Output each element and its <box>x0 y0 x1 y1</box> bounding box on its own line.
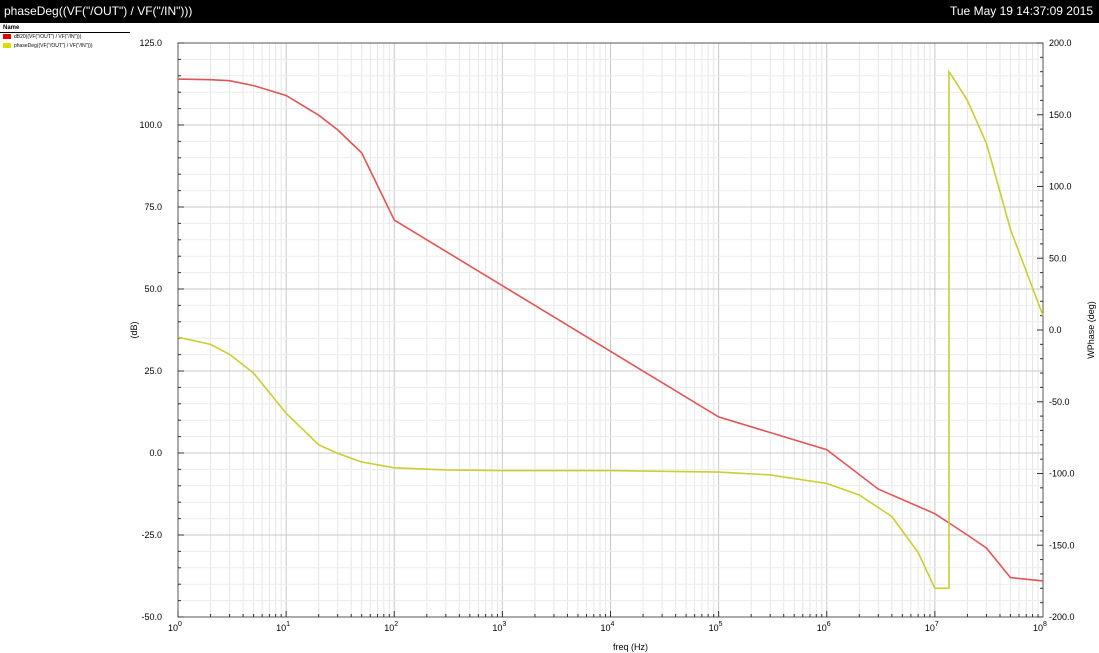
series-line-phase <box>177 69 1044 590</box>
y2-tick-label: 50.0 <box>1049 253 1067 263</box>
y-tick-label: 125.0 <box>139 38 162 48</box>
axis-ticks: 100 101 102 103 104 105 106 107 108125.0100.075.… <box>139 38 1074 633</box>
x-tick-exponent: 6 <box>827 621 831 628</box>
x-tick-exponent: 2 <box>394 621 398 628</box>
legend-label-db20: dB20((VF("/OUT") / VF("/IN"))) <box>14 34 82 40</box>
y-tick-label: 0.0 <box>149 448 162 458</box>
y-tick-label: 100.0 <box>139 120 162 130</box>
series-lines <box>177 69 1044 590</box>
window-title: phaseDeg((VF("/OUT") / VF("/IN"))) <box>4 4 193 18</box>
legend-label-phase: phaseDeg((VF("/OUT") / VF("/IN"))) <box>14 43 93 49</box>
legend-swatch-db20 <box>3 34 11 40</box>
y2-tick-label: 100.0 <box>1049 182 1072 192</box>
grid <box>177 42 1043 618</box>
x-tick-exponent: 0 <box>178 621 182 628</box>
y2-tick-label: -50.0 <box>1049 397 1070 407</box>
y2-tick-label: 0.0 <box>1049 325 1062 335</box>
legend-item-db20[interactable]: dB20((VF("/OUT") / VF("/IN"))) <box>0 33 130 42</box>
x-tick-exponent: 4 <box>611 621 615 628</box>
x-tick-exponent: 5 <box>719 621 723 628</box>
x-tick-exponent: 1 <box>286 621 290 628</box>
legend-swatch-phase <box>3 43 11 49</box>
x-tick-label: 104 <box>601 621 615 633</box>
x-tick-label: 107 <box>925 621 939 633</box>
y-tick-label: -25.0 <box>141 530 162 540</box>
x-tick-label: 101 <box>276 621 290 633</box>
x-tick-label: 106 <box>817 621 831 633</box>
x-tick-label: 103 <box>492 621 506 633</box>
y2-tick-label: 200.0 <box>1049 38 1072 48</box>
y2-tick-label: -100.0 <box>1049 469 1075 479</box>
legend-header: Name <box>0 24 130 33</box>
legend-item-phase[interactable]: phaseDeg((VF("/OUT") / VF("/IN"))) <box>0 42 130 51</box>
y2-axis-label: WPhase (deg) <box>1086 301 1096 359</box>
y-tick-label: 25.0 <box>144 366 162 376</box>
title-bar: phaseDeg((VF("/OUT") / VF("/IN"))) Tue M… <box>0 0 1099 23</box>
x-tick-label: 105 <box>709 621 723 633</box>
y-axis-label: (dB) <box>129 321 139 338</box>
x-tick-label: 100 <box>168 621 182 633</box>
x-axis-label: freq (Hz) <box>613 642 648 652</box>
y2-tick-label: 150.0 <box>1049 110 1072 120</box>
series-line-db20 <box>177 78 1044 582</box>
x-tick-label: 108 <box>1033 621 1047 633</box>
x-tick-exponent: 7 <box>935 621 939 628</box>
x-tick-label: 102 <box>384 621 398 633</box>
y-tick-label: 75.0 <box>144 202 162 212</box>
x-tick-exponent: 8 <box>1043 621 1047 628</box>
y2-tick-label: -200.0 <box>1049 612 1075 622</box>
x-tick-exponent: 3 <box>502 621 506 628</box>
legend-panel: Name dB20((VF("/OUT") / VF("/IN"))) phas… <box>0 24 130 51</box>
y2-tick-label: -150.0 <box>1049 540 1075 550</box>
y-tick-label: 50.0 <box>144 284 162 294</box>
timestamp: Tue May 19 14:37:09 2015 <box>950 4 1093 18</box>
y-tick-label: -50.0 <box>141 612 162 622</box>
